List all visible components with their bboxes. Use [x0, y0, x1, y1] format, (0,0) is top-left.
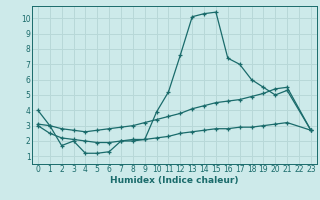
X-axis label: Humidex (Indice chaleur): Humidex (Indice chaleur) — [110, 176, 239, 185]
